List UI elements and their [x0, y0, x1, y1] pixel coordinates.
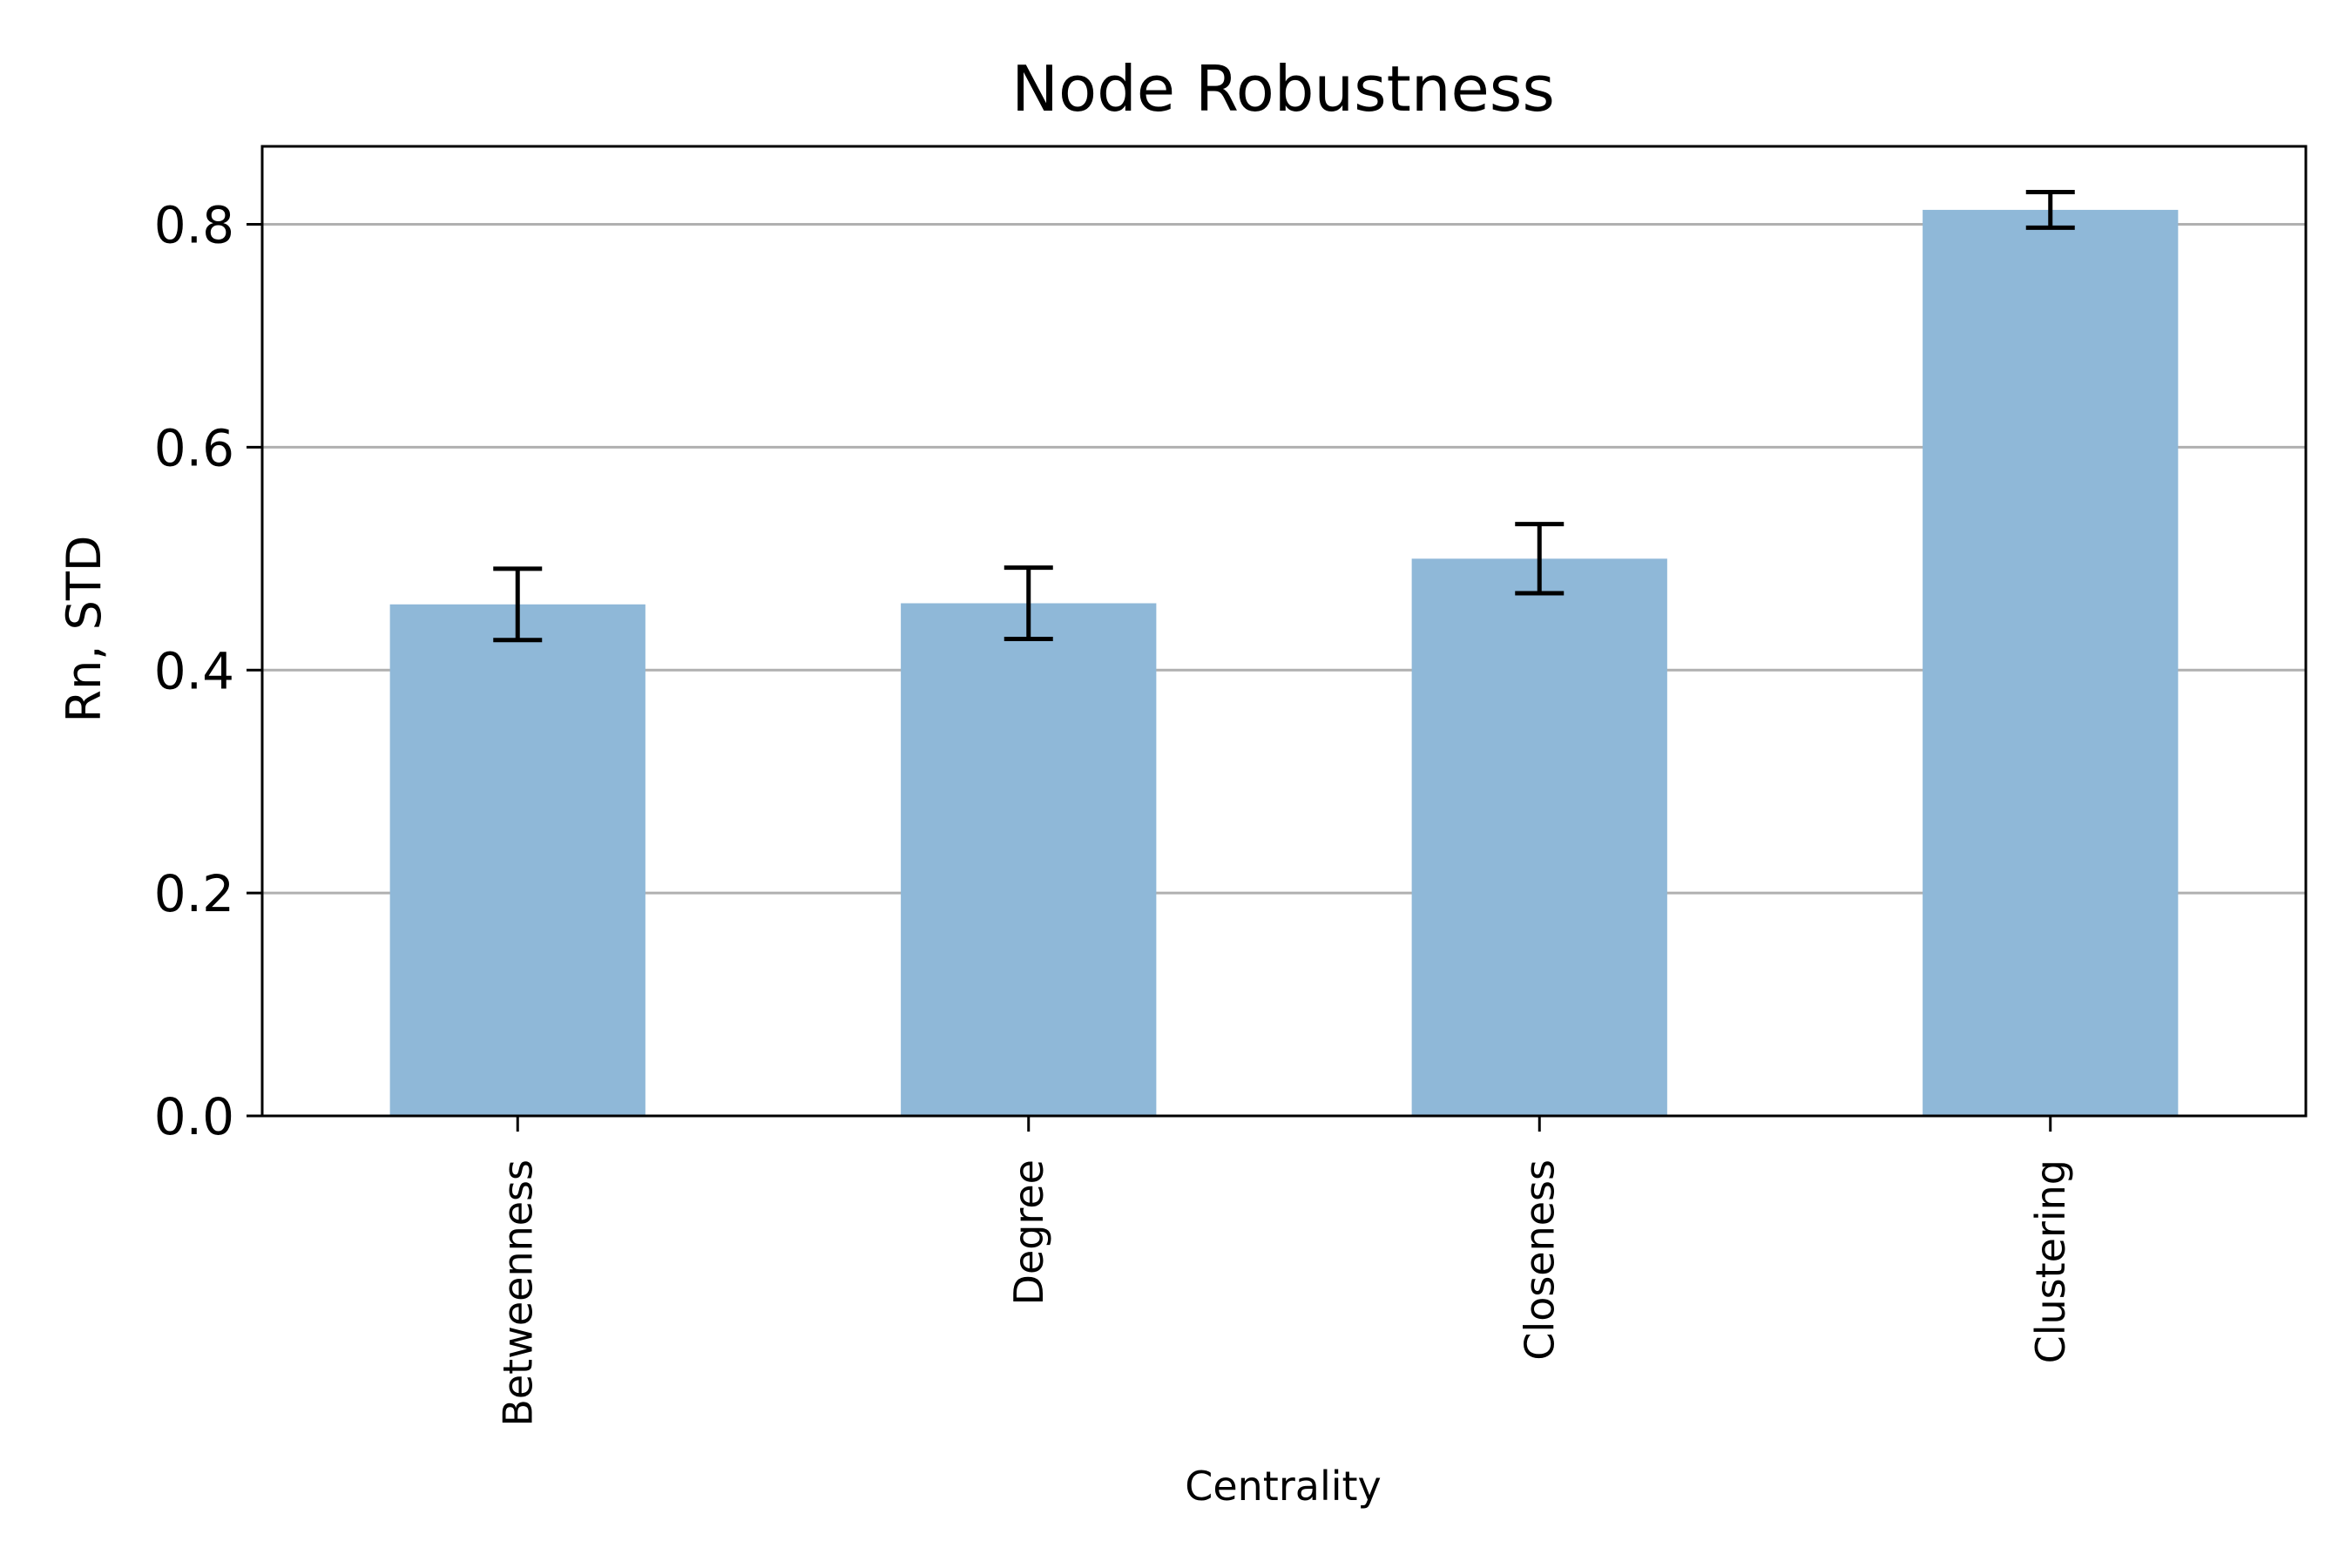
x-axis-label: Centrality: [1185, 1463, 1382, 1510]
bar-degree: [901, 603, 1157, 1116]
bars: [389, 209, 2179, 1117]
y-tick-label: 0.2: [154, 864, 234, 923]
bar-betweenness: [389, 604, 645, 1116]
x-tick-label-clustering: Clustering: [2027, 1159, 2074, 1363]
bar-clustering: [1923, 209, 2179, 1117]
y-axis-ticks: 0.0 0.2 0.4 0.6 0.8: [154, 196, 262, 1146]
y-axis-label: Rn, STD: [57, 536, 112, 723]
y-tick-label: 0.0: [154, 1087, 234, 1146]
x-axis-ticks: Betweenness Degree Closeness Clustering: [494, 1116, 2074, 1427]
x-tick-label-degree: Degree: [1005, 1159, 1052, 1305]
error-bars: [493, 189, 2075, 643]
bar-closeness: [1411, 558, 1667, 1116]
x-tick-label-closeness: Closeness: [1516, 1159, 1563, 1361]
y-tick-label: 0.4: [154, 641, 234, 700]
x-tick-label-betweenness: Betweenness: [494, 1159, 541, 1427]
y-tick-label: 0.8: [154, 196, 234, 255]
plot-area-frame: [260, 145, 2308, 1118]
chart-title: Node Robustness: [1011, 52, 1555, 125]
y-tick-label: 0.6: [154, 418, 234, 477]
